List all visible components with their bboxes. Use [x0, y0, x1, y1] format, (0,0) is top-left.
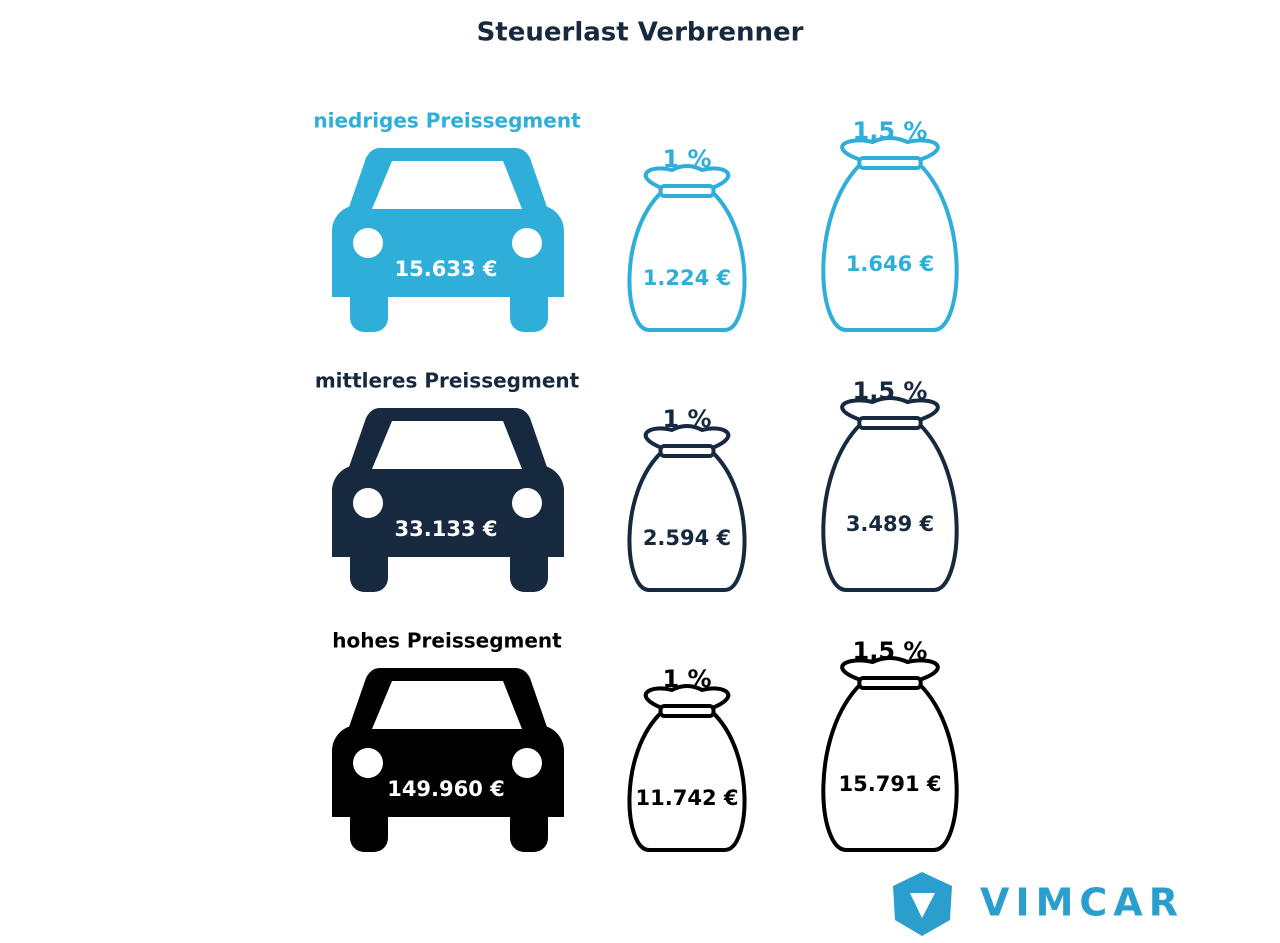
bag-tie	[857, 416, 923, 430]
segment-label: niedriges Preissegment	[313, 109, 581, 133]
money-bag: 1.646 €	[821, 136, 959, 332]
money-bag: 15.791 €	[821, 656, 959, 852]
logo-text: VIMCAR	[980, 881, 1184, 925]
segment-label: mittleres Preissegment	[315, 369, 580, 393]
bag-body	[821, 682, 959, 852]
bag-top	[643, 164, 731, 190]
car-value: 15.633 €	[395, 257, 498, 281]
bag-body	[821, 422, 959, 592]
segment-label: hohes Preissegment	[332, 629, 562, 653]
bag-top	[840, 656, 940, 682]
car-value: 33.133 €	[395, 517, 498, 541]
money-bag: 1.224 €	[627, 164, 747, 332]
car-headlight	[512, 488, 542, 518]
bag-tie	[857, 676, 923, 690]
bag-rate: 1,5 %	[853, 637, 928, 665]
bag-top	[840, 396, 940, 422]
bag-value: 1.224 €	[643, 266, 731, 290]
car-headlight	[353, 228, 383, 258]
car-icon: 33.133 €	[332, 408, 564, 592]
bag-body	[821, 162, 959, 332]
bag-top	[643, 424, 731, 450]
bag-top	[840, 136, 940, 162]
bag-tie	[658, 444, 716, 458]
money-bag: 2.594 €	[627, 424, 747, 592]
car-headlight	[512, 748, 542, 778]
car-value: 149.960 €	[387, 777, 505, 801]
logo-mark-inner	[910, 893, 935, 918]
car-wheel	[350, 280, 388, 332]
bag-rate: 1,5 %	[853, 377, 928, 405]
bag-tie	[658, 704, 716, 718]
bag-rate: 1 %	[662, 405, 711, 433]
car-headlight	[353, 488, 383, 518]
car-icon: 149.960 €	[332, 668, 564, 852]
car-wheel	[350, 540, 388, 592]
bag-rate: 1 %	[662, 145, 711, 173]
car-headlight	[353, 748, 383, 778]
bag-body	[627, 190, 747, 332]
bag-value: 11.742 €	[636, 786, 739, 810]
car-wheel	[350, 800, 388, 852]
money-bag: 11.742 €	[627, 684, 747, 852]
bag-body	[627, 710, 747, 852]
bag-tie	[857, 156, 923, 170]
bag-body	[627, 450, 747, 592]
car-headlight	[512, 228, 542, 258]
bag-value: 15.791 €	[839, 772, 942, 796]
bag-top	[643, 684, 731, 710]
car-window	[372, 681, 522, 729]
bag-rate: 1,5 %	[853, 117, 928, 145]
car-wheel	[510, 280, 548, 332]
bag-value: 1.646 €	[846, 252, 934, 276]
bag-value: 2.594 €	[643, 526, 731, 550]
car-icon: 15.633 €	[332, 148, 564, 332]
car-window	[372, 161, 522, 209]
car-wheel	[510, 540, 548, 592]
bag-tie	[658, 184, 716, 198]
title: Steuerlast Verbrenner	[477, 18, 804, 48]
money-bag: 3.489 €	[821, 396, 959, 592]
car-window	[372, 421, 522, 469]
bag-value: 3.489 €	[846, 512, 934, 536]
car-wheel	[510, 800, 548, 852]
bag-rate: 1 %	[662, 665, 711, 693]
